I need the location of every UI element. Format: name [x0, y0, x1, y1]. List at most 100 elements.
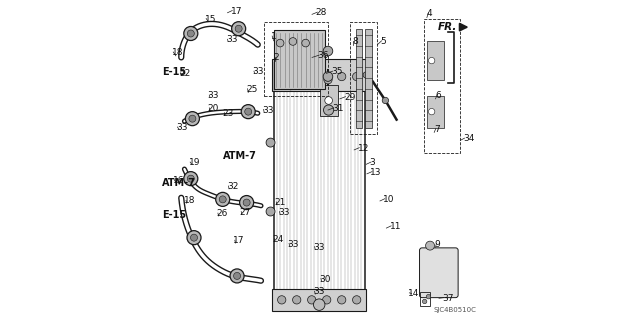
Text: 10: 10 [383, 195, 395, 204]
Text: 1: 1 [271, 32, 276, 41]
Text: 14: 14 [408, 289, 419, 298]
Bar [424, 19, 460, 153]
Circle shape [191, 234, 198, 241]
Text: 8: 8 [352, 37, 358, 46]
Text: 33: 33 [252, 67, 264, 76]
Text: 3: 3 [369, 158, 375, 167]
Circle shape [324, 76, 332, 84]
Circle shape [241, 105, 255, 119]
Circle shape [292, 296, 301, 304]
Bar [350, 22, 378, 134]
Text: 7: 7 [434, 125, 440, 134]
Circle shape [324, 47, 332, 55]
Circle shape [189, 115, 196, 122]
Text: ATM-7: ATM-7 [162, 178, 196, 189]
FancyBboxPatch shape [420, 248, 458, 298]
Circle shape [353, 72, 361, 81]
Text: 27: 27 [239, 208, 251, 217]
Circle shape [337, 72, 346, 81]
Text: 19: 19 [189, 158, 200, 167]
Circle shape [232, 22, 246, 36]
Text: 17: 17 [233, 236, 244, 245]
Circle shape [278, 72, 286, 81]
Circle shape [323, 72, 331, 81]
Circle shape [422, 299, 427, 304]
Text: 18: 18 [184, 197, 196, 205]
Bar [356, 29, 362, 128]
Text: 9: 9 [435, 240, 440, 249]
Text: 20: 20 [208, 104, 219, 113]
Text: 37: 37 [442, 294, 454, 303]
Circle shape [266, 138, 275, 147]
Circle shape [184, 172, 198, 186]
Text: 31: 31 [332, 104, 344, 113]
Bar [274, 62, 365, 292]
Circle shape [289, 38, 297, 45]
Text: 32: 32 [227, 182, 238, 191]
Bar [264, 22, 328, 96]
Circle shape [302, 39, 310, 47]
Circle shape [353, 296, 361, 304]
Bar [365, 29, 372, 128]
Bar [274, 30, 324, 89]
Circle shape [323, 105, 333, 115]
Circle shape [186, 112, 200, 126]
Text: 6: 6 [435, 91, 441, 100]
Circle shape [292, 72, 301, 81]
Bar [420, 292, 430, 306]
Text: 34: 34 [463, 134, 474, 143]
Circle shape [426, 294, 431, 299]
Bar [320, 85, 337, 116]
Circle shape [314, 299, 325, 310]
Text: 16: 16 [173, 176, 184, 185]
Circle shape [230, 269, 244, 283]
Text: 18: 18 [172, 48, 183, 57]
Text: 29: 29 [344, 93, 355, 102]
Text: ATM-7: ATM-7 [223, 151, 257, 161]
Text: 36: 36 [317, 51, 329, 60]
Text: E-15: E-15 [162, 210, 186, 220]
Text: 2: 2 [274, 53, 280, 62]
Text: 5: 5 [380, 37, 386, 46]
Circle shape [278, 296, 286, 304]
Text: 22: 22 [179, 69, 190, 78]
Circle shape [188, 30, 195, 37]
Text: 33: 33 [313, 243, 324, 252]
Text: 33: 33 [313, 287, 324, 296]
Text: SJC4B0510C: SJC4B0510C [433, 307, 476, 313]
Circle shape [239, 196, 253, 210]
Text: 11: 11 [390, 222, 401, 231]
Circle shape [426, 241, 435, 250]
Circle shape [363, 72, 369, 78]
Circle shape [308, 296, 316, 304]
Circle shape [323, 72, 333, 81]
Text: 23: 23 [223, 109, 234, 118]
Text: 12: 12 [358, 144, 369, 153]
Bar [272, 289, 366, 311]
Circle shape [324, 97, 332, 104]
Text: 33: 33 [176, 123, 188, 132]
Bar [427, 41, 444, 80]
Text: 13: 13 [371, 168, 382, 177]
Circle shape [187, 231, 201, 245]
Circle shape [382, 97, 388, 104]
Text: E-15: E-15 [162, 67, 186, 77]
Text: 33: 33 [278, 208, 289, 217]
Text: 28: 28 [316, 8, 327, 17]
Text: 4: 4 [427, 9, 433, 18]
Text: 33: 33 [208, 91, 220, 100]
Circle shape [266, 207, 275, 216]
Circle shape [234, 272, 241, 279]
Circle shape [323, 296, 331, 304]
Bar [427, 96, 444, 128]
Text: 25: 25 [246, 85, 257, 94]
Circle shape [184, 26, 198, 41]
Circle shape [276, 39, 284, 47]
Text: 33: 33 [226, 35, 237, 44]
Circle shape [428, 108, 435, 115]
Circle shape [308, 72, 316, 81]
Circle shape [188, 175, 195, 182]
Circle shape [243, 199, 250, 206]
Text: 17: 17 [230, 7, 242, 16]
Circle shape [323, 46, 333, 56]
